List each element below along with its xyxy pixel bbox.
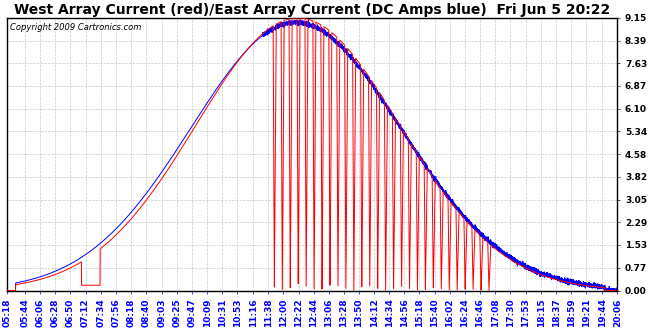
Title: West Array Current (red)/East Array Current (DC Amps blue)  Fri Jun 5 20:22: West Array Current (red)/East Array Curr… <box>14 3 610 17</box>
Text: Copyright 2009 Cartronics.com: Copyright 2009 Cartronics.com <box>10 23 142 32</box>
